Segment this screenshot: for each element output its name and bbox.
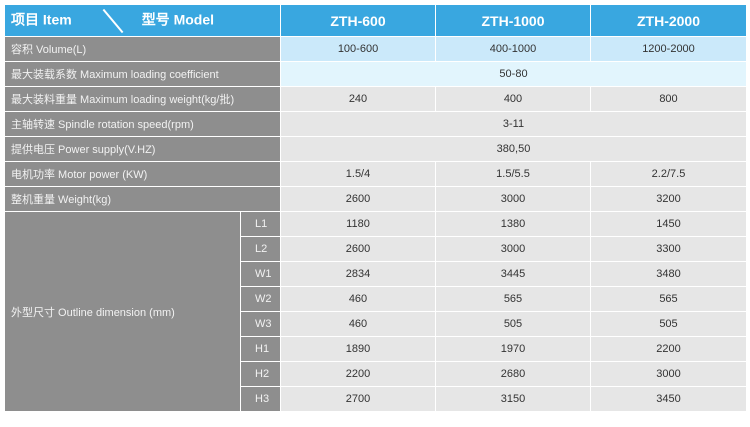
- cell-value: 1890: [280, 336, 436, 362]
- cell-value: 460: [280, 286, 436, 312]
- cell-value: 3000: [435, 236, 591, 262]
- row-label: 提供电压 Power supply(V.HZ): [4, 136, 281, 162]
- cell-value: 2200: [590, 336, 747, 362]
- cell-value: 1380: [435, 211, 591, 237]
- cell-value: 1180: [280, 211, 436, 237]
- row-label: 主轴转速 Spindle rotation speed(rpm): [4, 111, 281, 137]
- header-row: 项目 Item 型号 Model ZTH-600 ZTH-1000 ZTH-2000: [4, 4, 747, 37]
- dimension-label: W1: [240, 261, 281, 287]
- cell-value: 505: [590, 311, 747, 337]
- cell-value: 3000: [435, 186, 591, 212]
- table-row: 主轴转速 Spindle rotation speed(rpm) 3-11: [4, 111, 747, 137]
- cell-value: 1.5/5.5: [435, 161, 591, 187]
- cell-value: 1970: [435, 336, 591, 362]
- table-row: 容积 Volume(L) 100-600 400-1000 1200-2000: [4, 36, 747, 62]
- cell-value: 2200: [280, 361, 436, 387]
- table-row: 电机功率 Motor power (KW) 1.5/4 1.5/5.5 2.2/7.5: [4, 161, 747, 187]
- table-row: 整机重量 Weight(kg) 2600 3000 3200: [4, 186, 747, 212]
- merged-value: 380,50: [280, 136, 747, 162]
- cell-value: 2834: [280, 261, 436, 287]
- table-row: H2 2200 2680 3000: [5, 361, 747, 387]
- table-row: W2 460 565 565: [5, 286, 747, 312]
- header-item-model: 项目 Item 型号 Model: [4, 4, 281, 37]
- model-header: ZTH-1000: [435, 4, 591, 37]
- cell-value: 565: [590, 286, 747, 312]
- row-label: 最大装料重量 Maximum loading weight(kg/批): [4, 86, 281, 112]
- cell-value: 3480: [590, 261, 747, 287]
- dimension-label: L2: [240, 236, 281, 262]
- cell-value: 3200: [590, 186, 747, 212]
- cell-value: 3000: [590, 361, 747, 387]
- table-row: 外型尺寸 Outline dimension (mm) L1 1180 1380 145…: [4, 211, 747, 412]
- cell-value: 1.5/4: [280, 161, 436, 187]
- cell-value: 2600: [280, 186, 436, 212]
- cell-value: 1450: [590, 211, 747, 237]
- cell-value: 3450: [590, 386, 747, 412]
- row-label: 最大装载系数 Maximum loading coefficient: [4, 61, 281, 87]
- dimension-label: L1: [240, 211, 281, 237]
- table-row: 最大装料重量 Maximum loading weight(kg/批) 240 40…: [4, 86, 747, 112]
- dimension-label: H3: [240, 386, 281, 412]
- merged-value: 3-11: [280, 111, 747, 137]
- model-header: ZTH-2000: [590, 4, 747, 37]
- table-row: W1 2834 3445 3480: [5, 261, 747, 287]
- cell-value: 2680: [435, 361, 591, 387]
- cell-value: 1200-2000: [590, 36, 747, 62]
- cell-value: 100-600: [280, 36, 436, 62]
- dimension-label: W2: [240, 286, 281, 312]
- diagonal-divider: [102, 8, 124, 33]
- cell-value: 400: [435, 86, 591, 112]
- merged-value: 50-80: [280, 61, 747, 87]
- cell-value: 3150: [435, 386, 591, 412]
- table-row: H3 2700 3150 3450: [5, 386, 747, 412]
- cell-value: 3300: [590, 236, 747, 262]
- cell-value: 2.2/7.5: [590, 161, 747, 187]
- cell-value: 3445: [435, 261, 591, 287]
- cell-value: 565: [435, 286, 591, 312]
- cell-value: 505: [435, 311, 591, 337]
- dimension-label: W3: [240, 311, 281, 337]
- dimension-label: H2: [240, 361, 281, 387]
- cell-value: 240: [280, 86, 436, 112]
- cell-value: 2600: [280, 236, 436, 262]
- cell-value: 400-1000: [435, 36, 591, 62]
- header-model: 型号 Model: [141, 11, 215, 28]
- table-row: 提供电压 Power supply(V.HZ) 380,50: [4, 136, 747, 162]
- row-label: 容积 Volume(L): [4, 36, 281, 62]
- row-label: 整机重量 Weight(kg): [4, 186, 281, 212]
- spec-table: 项目 Item 型号 Model ZTH-600 ZTH-1000 ZTH-2000 容积…: [4, 4, 747, 412]
- cell-value: 460: [280, 311, 436, 337]
- table-row: L2 2600 3000 3300: [5, 236, 747, 262]
- cell-value: 2700: [280, 386, 436, 412]
- model-header: ZTH-600: [280, 4, 436, 37]
- table-row: 最大装载系数 Maximum loading coefficient 50-80: [4, 61, 747, 87]
- cell-value: 800: [590, 86, 747, 112]
- table-row: H1 1890 1970 2200: [5, 336, 747, 362]
- header-item: 项目 Item: [11, 11, 72, 28]
- outline-label: 外型尺寸 Outline dimension (mm): [4, 211, 241, 412]
- table-row: W3 460 505 505: [5, 311, 747, 337]
- row-label: 电机功率 Motor power (KW): [4, 161, 281, 187]
- dimension-label: H1: [240, 336, 281, 362]
